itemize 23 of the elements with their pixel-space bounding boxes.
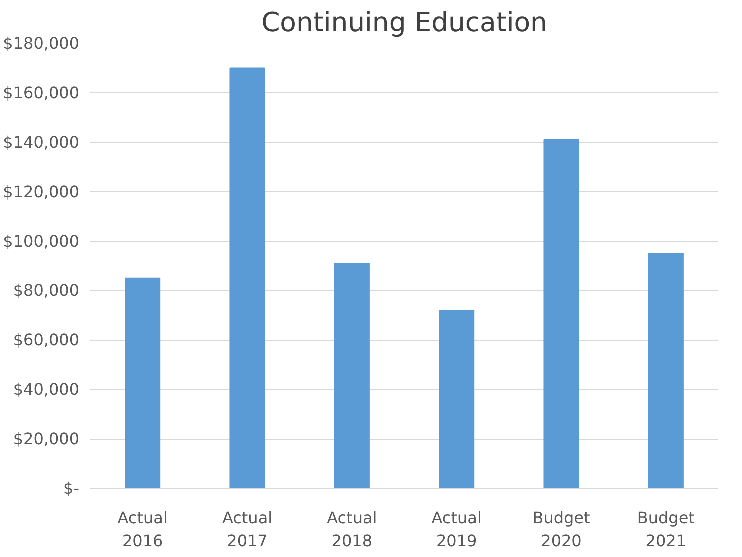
x-tick-label: Actual 2016 xyxy=(118,508,168,550)
x-tick-label: Actual 2017 xyxy=(222,508,273,550)
y-tick-label: $- xyxy=(64,479,80,498)
y-tick-label: $140,000 xyxy=(3,132,80,152)
y-tick-label: $160,000 xyxy=(3,83,80,102)
bar xyxy=(439,310,475,488)
y-tick-label: $20,000 xyxy=(13,430,80,449)
x-tick-label: Budget 2021 xyxy=(637,508,695,550)
y-tick-label: $100,000 xyxy=(3,232,80,251)
chart-title: Continuing Education xyxy=(262,8,548,38)
y-tick-label: $40,000 xyxy=(13,380,80,400)
y-tick-label: $180,000 xyxy=(3,34,80,53)
bar xyxy=(334,263,370,488)
y-tick-label: $60,000 xyxy=(13,330,80,350)
bar xyxy=(648,253,684,488)
bar xyxy=(125,278,161,488)
bar xyxy=(230,68,266,488)
x-tick-label: Actual 2019 xyxy=(432,508,482,550)
y-tick-label: $120,000 xyxy=(3,182,80,202)
y-tick-label: $80,000 xyxy=(13,281,80,300)
x-tick-label: Budget 2020 xyxy=(532,508,590,550)
bar xyxy=(544,139,580,488)
x-tick-label: Actual 2018 xyxy=(327,508,378,550)
